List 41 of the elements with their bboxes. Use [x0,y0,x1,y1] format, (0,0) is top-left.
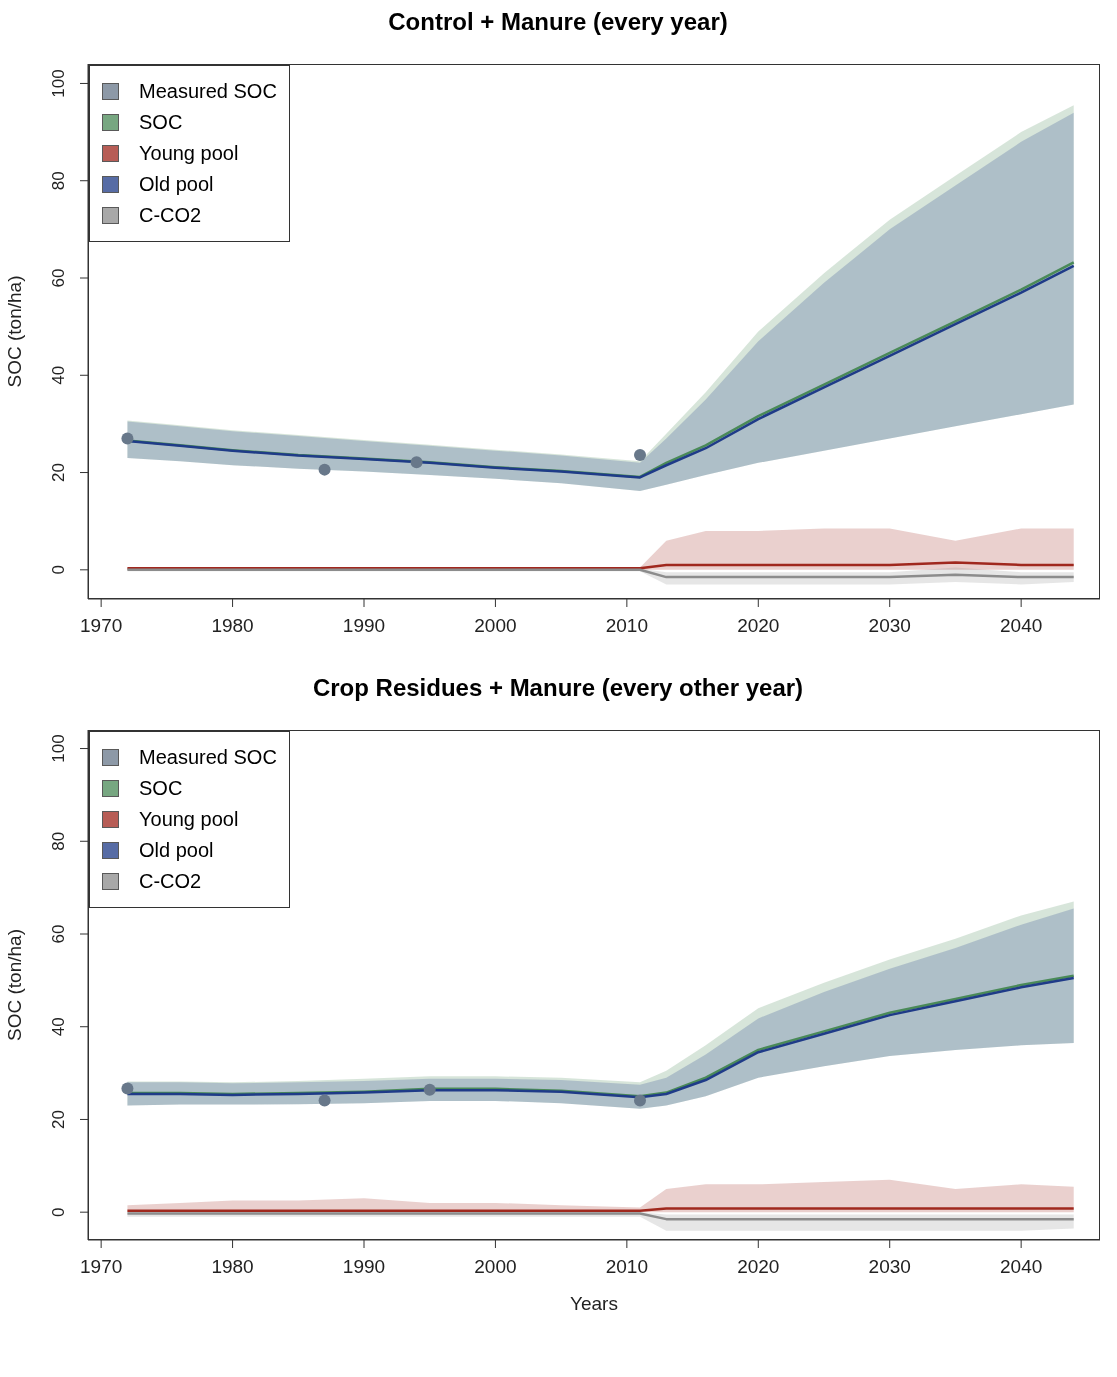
x-tick-label: 2030 [868,1256,911,1278]
y-tick-label: 60 [49,268,68,288]
legend-label: C-CO2 [139,203,202,228]
x-tick-label: 2010 [605,1256,648,1278]
x-tick-label: 2010 [605,615,648,637]
legend-label: Young pool [139,141,239,166]
x-tick-label: 1980 [211,615,254,637]
x-tick-label: 1970 [80,1256,123,1278]
y-tick-label: 80 [49,171,68,191]
x-tick-label: 2000 [474,615,517,637]
legend-label: SOC [139,110,183,135]
x-tick-label: 2030 [868,615,911,637]
y-tick-label: 40 [49,365,68,385]
y-tick-label: 100 [49,69,68,98]
y-tick-label: 20 [49,1109,68,1129]
x-tick-label: 2020 [737,1256,780,1278]
y-tick-label: 80 [49,831,68,851]
x-tick-label: 2040 [1000,615,1043,637]
x-axis-title: Years [570,1293,618,1314]
y-tick-label: 0 [49,565,68,575]
chart-title: Control + Manure (every year) [387,8,729,37]
chart-title: Crop Residues + Manure (every other year) [311,674,805,703]
legend-label: Old pool [139,838,214,863]
y-tick-label: 60 [49,924,68,944]
x-tick-label: 1990 [342,615,386,637]
x-tick-label: 2000 [474,1256,517,1278]
y-tick-label: 100 [49,734,68,763]
x-tick-label: 1970 [80,615,123,637]
x-tick-label: 2040 [1000,1256,1043,1278]
y-tick-label: 40 [49,1017,68,1037]
legend-label: Young pool [139,807,239,832]
legend-label: Measured SOC [139,745,277,770]
legend-label: C-CO2 [139,869,202,894]
x-tick-label: 1980 [211,1256,254,1278]
legend-label: Old pool [139,172,214,197]
y-tick-label: 0 [49,1207,68,1217]
y-tick-label: 20 [49,463,68,483]
x-tick-label: 2020 [737,615,780,637]
x-tick-label: 1990 [342,1256,386,1278]
legend-label: Measured SOC [139,79,277,104]
legend-label: SOC [139,776,183,801]
